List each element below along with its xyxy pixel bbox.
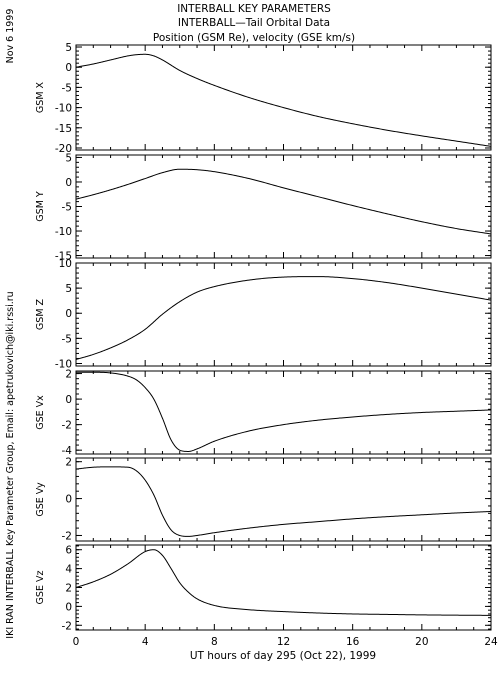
x-axis-label: UT hours of day 295 (Oct 22), 1999 [190, 650, 376, 662]
series-line [75, 549, 492, 616]
y-tick-label: 0 [65, 494, 72, 506]
y-tick-label: -2 [62, 530, 72, 542]
y-tick-label: 0 [65, 177, 72, 189]
figure-title-line1: INTERBALL KEY PARAMETERS [177, 3, 331, 15]
series-line [75, 276, 492, 360]
y-tick-label: -2 [62, 620, 72, 632]
y-tick-label: -5 [62, 82, 72, 94]
y-tick-label: -2 [62, 420, 72, 432]
series-line [75, 168, 492, 235]
y-axis-label: GSM Z [35, 298, 46, 330]
panel-frame [75, 457, 492, 542]
y-tick-label: -10 [55, 358, 72, 370]
series-line [76, 371, 492, 452]
y-tick-label: 0 [65, 308, 72, 320]
y-tick-label: 5 [65, 152, 72, 164]
y-axis-label: GSM X [35, 81, 46, 113]
y-tick-label: -20 [55, 143, 72, 155]
y-tick-label: 5 [65, 283, 72, 295]
figure-title-line2: INTERBALL—Tail Orbital Data [178, 17, 330, 29]
y-tick-label: -15 [55, 251, 72, 263]
panel-frame [75, 44, 492, 151]
y-tick-label: 0 [65, 601, 72, 613]
y-tick-label: 2 [65, 583, 72, 595]
y-tick-label: 2 [65, 369, 72, 381]
y-axis-label: GSE Vy [35, 482, 46, 517]
y-tick-label: -5 [62, 202, 72, 214]
credit-line: IKI RAN INTERBALL Key Parameter Group, E… [5, 291, 16, 638]
y-axis-label: GSE Vz [35, 571, 46, 605]
panel-frame [75, 262, 492, 367]
y-axis-label: GSE Vx [35, 395, 46, 430]
y-tick-label: 6 [65, 545, 72, 557]
y-tick-label: -10 [55, 103, 72, 115]
y-tick-label: 2 [65, 457, 72, 469]
y-tick-label: 0 [65, 394, 72, 406]
x-tick-label: 24 [484, 636, 498, 648]
y-tick-label: -15 [55, 123, 72, 135]
panel-frame [75, 154, 492, 259]
plot-date: Nov 6 1999 [5, 9, 16, 64]
panel-frame [75, 544, 492, 631]
x-tick-label: 8 [211, 636, 218, 648]
y-tick-label: 5 [65, 42, 72, 54]
y-tick-label: 4 [65, 564, 72, 576]
x-tick-label: 16 [346, 636, 360, 648]
x-tick-label: 12 [277, 636, 290, 648]
y-axis-label: GSM Y [35, 191, 46, 222]
series-line [75, 466, 492, 537]
y-tick-label: -10 [55, 226, 72, 238]
x-tick-label: 20 [415, 636, 428, 648]
x-tick-label: 4 [142, 636, 149, 648]
x-tick-label: 0 [73, 636, 80, 648]
series-line [75, 53, 492, 147]
y-tick-label: 0 [65, 62, 72, 74]
figure-title-line3: Position (GSM Re), velocity (GSE km/s) [153, 32, 355, 44]
y-tick-label: -5 [62, 333, 72, 345]
y-tick-label: 10 [59, 258, 72, 270]
y-tick-label: -4 [62, 445, 73, 457]
